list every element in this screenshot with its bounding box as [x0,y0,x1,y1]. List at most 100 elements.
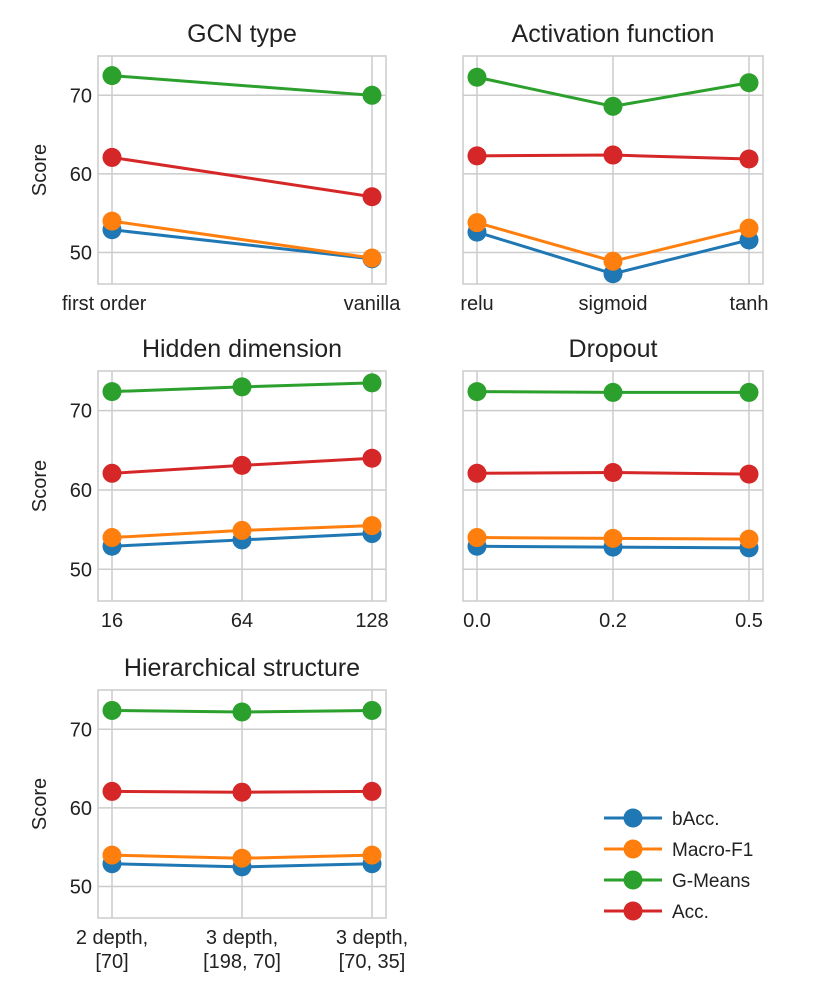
data-point [739,464,759,484]
data-point [102,781,122,801]
data-point [467,213,487,233]
y-tick-label: 70 [70,401,92,423]
x-tick-label: first order [62,293,147,315]
x-tick-label: relu [460,293,493,315]
data-point [232,455,252,475]
legend-label: Macro-F1 [672,840,753,861]
data-point [739,73,759,93]
data-point [603,463,623,483]
y-axis-label: Score [29,144,51,196]
data-point [102,66,122,86]
legend-entry-acc: Acc. [604,901,709,923]
series-acc [102,781,382,802]
series-acc [102,448,382,483]
data-point [362,781,382,801]
series-line [111,219,373,260]
y-tick-label: 60 [70,480,92,502]
data-point [102,463,122,483]
data-point [102,528,122,548]
y-tick-label: 70 [70,85,92,107]
panel-gcn-type: 50 60 70 first order vanilla GCN type Score [29,20,401,315]
plot-area [97,55,387,285]
series-macro-f1 [467,213,759,271]
data-point [467,67,487,87]
x-tick-label: 3 depth, [198, 70] [203,927,281,973]
data-point [102,382,122,402]
data-point [362,248,382,268]
legend-entry-g-means: G-Means [604,870,750,892]
x-tick-label: 16 [101,610,123,632]
panel-title: GCN type [187,20,297,48]
panel-hierarchical-structure: 50 60 70 2 depth, [70] 3 depth, [198, 70] 3 dep… [29,654,408,973]
x-tick-label: 0.5 [735,610,763,632]
data-point [739,382,759,402]
x-tick-label: 0.2 [599,610,627,632]
y-tick-label: 70 [70,719,92,741]
data-point [232,377,252,397]
y-tick-label: 50 [70,559,92,581]
legend-label: bAcc. [672,809,720,830]
legend-entry-bacc: bAcc. [604,808,720,830]
data-point [467,463,487,483]
series-acc [467,463,759,484]
data-point [232,702,252,722]
y-axis-label: Score [29,460,51,512]
data-point [603,251,623,271]
series-acc [467,145,759,169]
data-point [739,529,759,549]
data-point [603,382,623,402]
y-tick-label: 50 [70,877,92,899]
series-g-means [102,700,382,722]
series-acc [102,147,382,207]
y-tick-label: 60 [70,798,92,820]
data-point [362,516,382,536]
series-line [111,155,373,199]
series-g-means [467,67,759,116]
y-tick-label: 60 [70,164,92,186]
data-point [603,96,623,116]
legend-marker [623,870,643,890]
panel-title: Hidden dimension [142,335,342,363]
data-point [102,211,122,231]
data-point [739,149,759,169]
panel-title: Activation function [512,20,715,48]
series-g-means [467,382,759,402]
legend-label: G-Means [672,871,750,892]
data-point [362,85,382,105]
panel-dropout: 0.0 0.2 0.5 Dropout [462,335,764,632]
data-point [362,700,382,720]
series-macro-f1 [102,211,382,268]
x-tick-label: sigmoid [579,293,648,315]
panel-activation-function: relu sigmoid tanh Activation function [460,20,768,315]
x-tick-label: 0.0 [463,610,491,632]
legend: bAcc. Macro-F1 G-Means Acc. [604,808,753,923]
series-macro-f1 [467,528,759,549]
legend-marker [623,839,643,859]
x-tick-label: tanh [730,293,769,315]
data-point [467,382,487,402]
panel-title: Dropout [569,335,658,363]
data-point [232,520,252,540]
data-point [362,845,382,865]
series-g-means [102,66,382,105]
x-tick-label: 3 depth, [70, 35] [336,927,408,973]
legend-marker [623,808,643,828]
legend-marker [623,901,643,921]
x-tick-label: vanilla [344,293,402,315]
data-point [467,146,487,166]
data-point [362,373,382,393]
data-point [362,448,382,468]
legend-label: Acc. [672,902,709,923]
data-point [102,845,122,865]
y-axis-label: Score [29,778,51,830]
data-point [603,145,623,165]
data-point [232,848,252,868]
data-point [739,218,759,238]
x-tick-label: 64 [231,610,253,632]
series-g-means [102,373,382,402]
series-line [111,228,373,261]
data-point [603,528,623,548]
series-macro-f1 [102,516,382,548]
series-line [111,74,373,97]
